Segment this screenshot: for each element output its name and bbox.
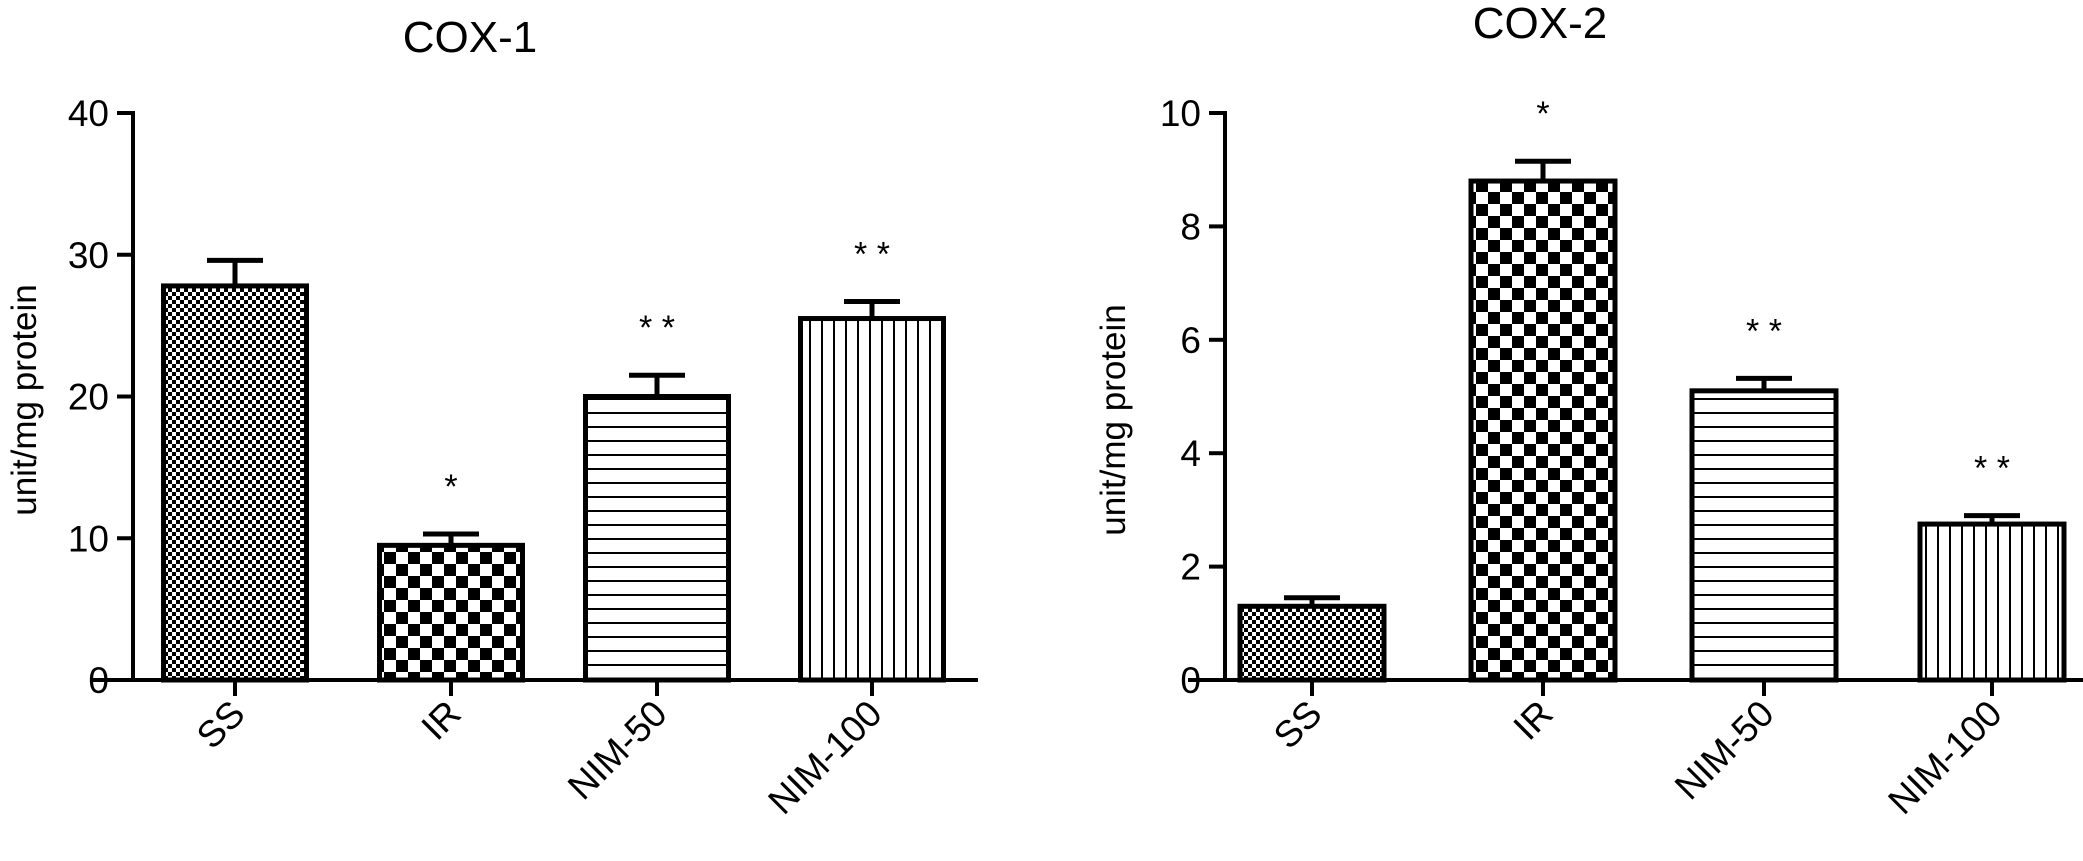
significance-label: *: [444, 468, 457, 506]
cox2-chart: COX-2 unit/mg protein 0 2 4 6 8 10 SS * IR * * NIM…: [1094, 0, 2083, 822]
category-label: NIM-100: [1880, 693, 2009, 822]
significance-label: * *: [854, 236, 890, 274]
y-tick-label: 2: [1180, 547, 1201, 588]
bar: [161, 283, 309, 683]
bar: [583, 394, 731, 683]
category-label: NIM-50: [560, 693, 675, 808]
y-tick-label: 20: [68, 377, 109, 418]
category-label: IR: [414, 693, 469, 748]
y-tick-label: 40: [68, 93, 109, 134]
bar: [1689, 388, 1839, 683]
y-tick-label: 8: [1180, 206, 1201, 247]
category-label: NIM-50: [1667, 693, 1782, 808]
bar: [377, 542, 525, 683]
chart-title: COX-1: [403, 13, 537, 62]
bar: [1917, 521, 2067, 683]
y-axis-label: unit/mg protein: [5, 284, 44, 516]
chart-title: COX-2: [1473, 0, 1607, 48]
significance-label: * *: [1974, 450, 2010, 488]
bar: [1468, 178, 1618, 683]
y-tick-label: 4: [1180, 433, 1201, 474]
y-tick-label: 30: [68, 235, 109, 276]
bar: [798, 316, 946, 683]
category-label: SS: [189, 693, 253, 757]
y-tick-label: 10: [1160, 93, 1201, 134]
y-axis-label: unit/mg protein: [1094, 304, 1133, 536]
y-tick-label: 0: [1180, 660, 1201, 701]
significance-label: *: [1536, 95, 1549, 133]
y-tick-label: 6: [1180, 320, 1201, 361]
y-tick-label: 10: [68, 518, 109, 559]
category-label: SS: [1266, 693, 1330, 757]
significance-label: * *: [639, 309, 675, 347]
category-label: NIM-100: [760, 693, 889, 822]
y-tick-label: 0: [88, 660, 109, 701]
cox1-chart: COX-1 unit/mg protein 0 10 20 30 40 SS * IR * * N…: [5, 13, 978, 822]
bar: [1237, 603, 1387, 683]
significance-label: * *: [1746, 312, 1782, 350]
category-label: IR: [1506, 693, 1561, 748]
